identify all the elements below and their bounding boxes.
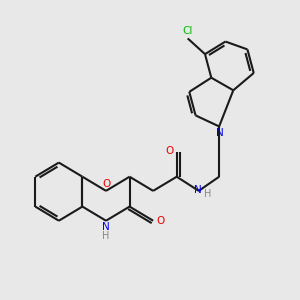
Text: H: H [102, 231, 109, 241]
Text: O: O [102, 179, 110, 189]
Text: O: O [156, 216, 164, 226]
Text: N: N [194, 185, 202, 195]
Text: H: H [204, 189, 211, 199]
Text: N: N [216, 128, 224, 138]
Text: N: N [102, 222, 110, 232]
Text: O: O [166, 146, 174, 156]
Text: Cl: Cl [182, 26, 192, 37]
